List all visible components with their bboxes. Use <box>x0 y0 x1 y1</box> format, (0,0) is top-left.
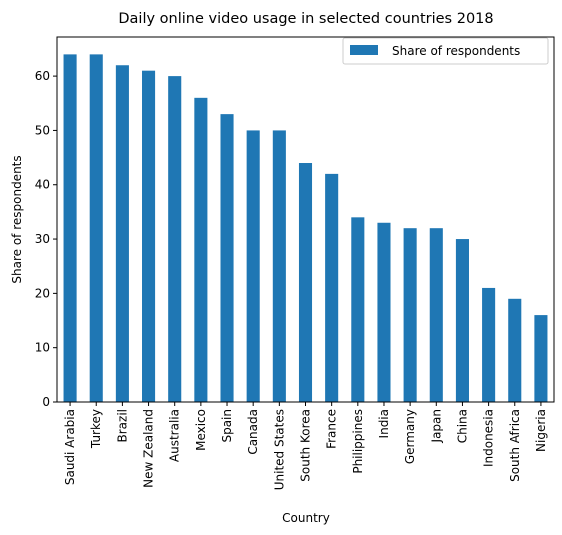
x-tick-label: Australia <box>168 409 182 462</box>
bar <box>246 130 260 403</box>
bar <box>168 76 182 403</box>
x-tick-label: Germany <box>403 409 417 464</box>
y-tick-label: 40 <box>35 178 50 192</box>
legend-label: Share of respondents <box>392 44 520 58</box>
x-tick-label: Nigeria <box>534 409 548 452</box>
bar <box>89 54 103 402</box>
x-tick-label: Philippines <box>351 409 365 474</box>
bar <box>508 298 522 402</box>
x-tick-label: New Zealand <box>142 409 156 488</box>
x-tick-label: South Africa <box>508 409 522 482</box>
plot-frame <box>56 36 555 403</box>
y-tick-label: 30 <box>35 232 50 246</box>
x-tick-label: South Korea <box>299 409 313 482</box>
bar <box>482 287 496 402</box>
x-tick-label: Canada <box>246 409 260 455</box>
x-tick-label: Mexico <box>194 409 208 451</box>
x-tick-label: China <box>455 409 469 443</box>
x-tick-label: Spain <box>220 409 234 443</box>
bars-group <box>63 54 548 403</box>
bar <box>142 70 156 403</box>
bar <box>351 217 365 402</box>
legend-frame <box>342 37 549 65</box>
legend-swatch <box>350 45 378 55</box>
y-tick-label: 10 <box>35 341 50 355</box>
chart-title: Daily online video usage in selected cou… <box>118 11 493 27</box>
y-tick-label: 50 <box>35 123 50 137</box>
y-tick-label: 20 <box>35 286 50 300</box>
bar <box>455 239 469 402</box>
bar <box>403 228 417 402</box>
bar <box>377 222 391 402</box>
y-axis-ticks: 0 10 20 30 40 50 60 <box>35 69 57 409</box>
bar <box>534 315 548 402</box>
y-tick-label: 0 <box>42 395 50 409</box>
x-tick-label: Turkey <box>89 409 103 449</box>
y-axis-label: Share of respondents <box>10 155 24 283</box>
y-tick-label: 60 <box>35 69 50 83</box>
bar <box>325 173 339 403</box>
bar <box>429 228 443 402</box>
x-tick-label: Indonesia <box>482 409 496 467</box>
x-tick-label: United States <box>272 409 286 490</box>
bar <box>272 130 286 403</box>
x-tick-label: Saudi Arabia <box>63 409 77 485</box>
legend: Share of respondents <box>342 37 549 65</box>
x-tick-label: India <box>377 409 391 438</box>
x-axis-ticks: Saudi Arabia Turkey Brazil New Zealand Austr… <box>63 402 548 490</box>
bar <box>115 65 129 403</box>
x-tick-label: France <box>325 409 339 449</box>
x-axis-label: Country <box>282 511 330 525</box>
bar <box>63 54 77 402</box>
x-tick-label: Japan <box>429 409 443 443</box>
bar <box>298 163 313 402</box>
x-tick-label: Brazil <box>115 409 129 443</box>
bar <box>220 114 234 402</box>
bar <box>194 97 208 402</box>
